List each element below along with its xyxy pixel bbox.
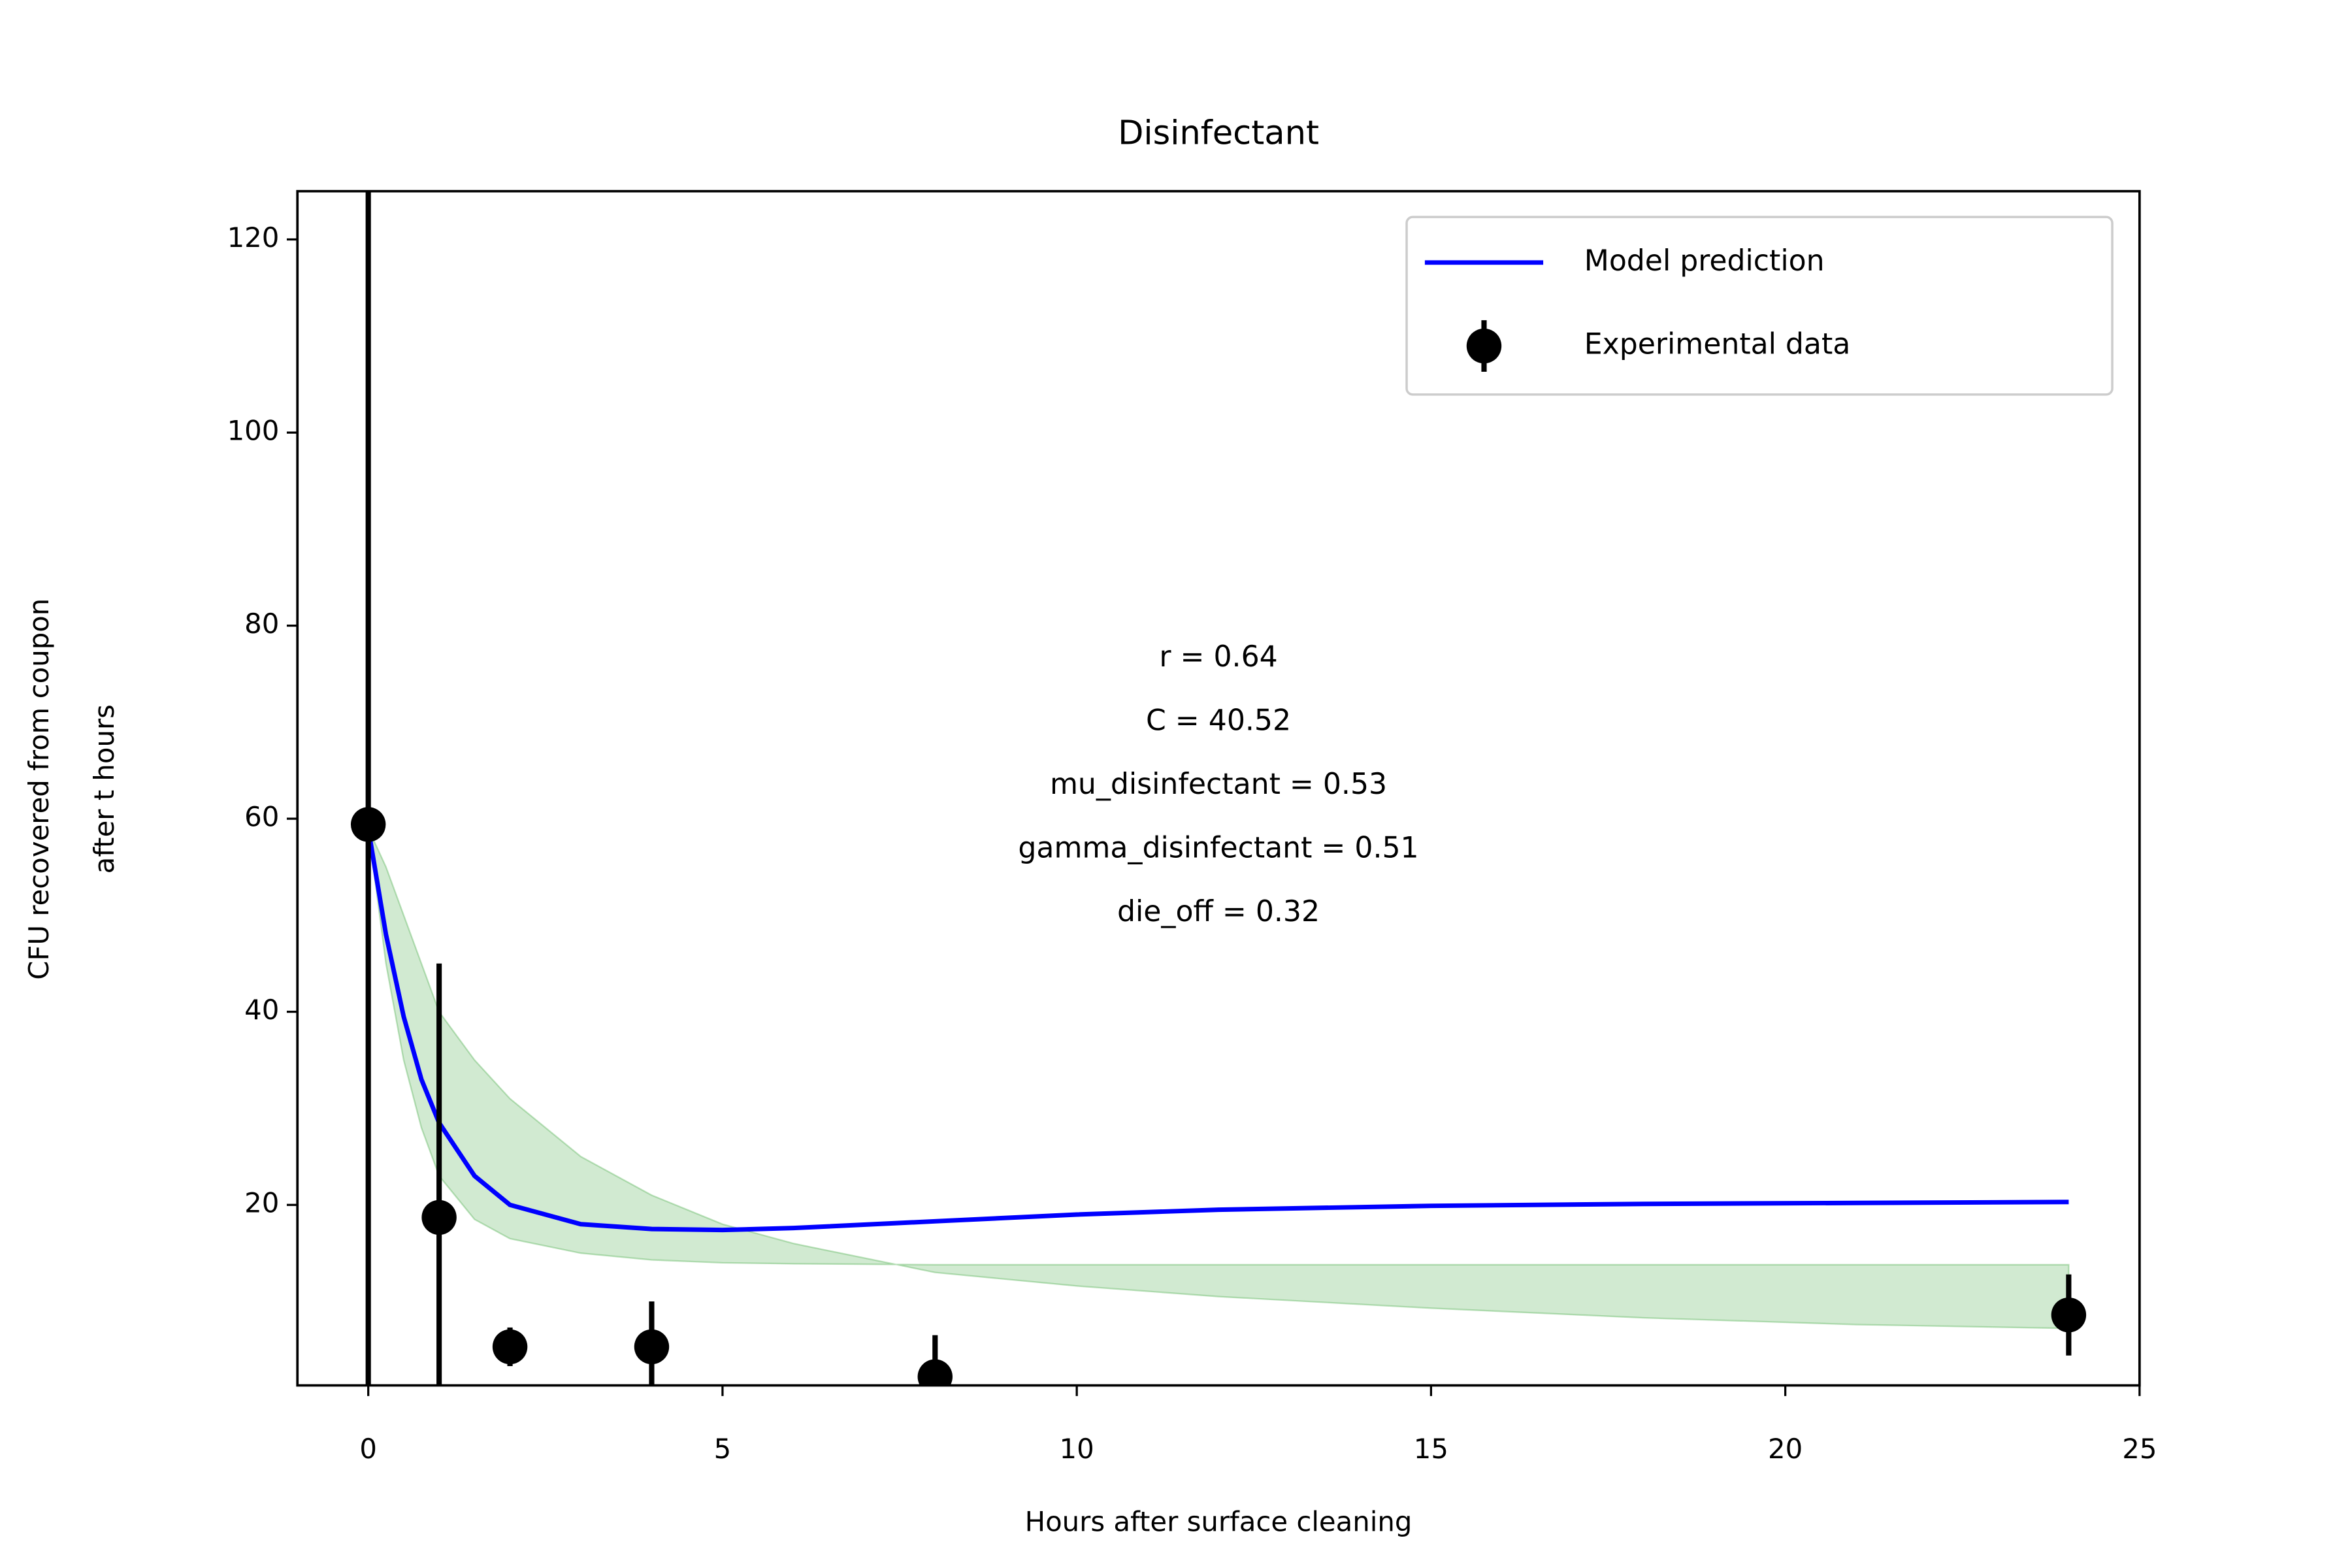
axes-frame: [296, 189, 2141, 1387]
x-axis-label: Hours after surface cleaning: [1025, 1505, 1413, 1537]
data-point: [421, 1200, 457, 1235]
x-tick-label: 20: [1768, 1433, 1803, 1465]
data-point: [350, 807, 386, 842]
y-tick-label: 100: [227, 415, 280, 447]
y-axis-label-line: after t hours: [88, 704, 120, 874]
legend-label: Model prediction: [1584, 244, 1825, 278]
data-point: [492, 1329, 528, 1365]
y-tick-label: 120: [227, 221, 280, 253]
x-tick-label: 25: [2122, 1433, 2157, 1465]
y-tick-label: 40: [244, 994, 279, 1026]
model-line: [366, 828, 2069, 1233]
y-axis-label: CFU recovered from coupon after t hours: [23, 598, 120, 980]
annotation: die_off = 0.32: [1117, 895, 1320, 928]
chart-title: Disinfectant: [1118, 114, 1319, 153]
data-point: [2051, 1297, 2087, 1333]
x-tick-label: 15: [1414, 1433, 1448, 1465]
annotation: mu_disinfectant = 0.53: [1050, 768, 1387, 801]
annotation: gamma_disinfectant = 0.51: [1018, 832, 1418, 865]
annotation: r = 0.64: [1159, 640, 1277, 674]
legend-box: [1405, 216, 2114, 396]
x-tick-label: 0: [359, 1433, 377, 1465]
data-point: [634, 1329, 670, 1365]
y-tick-label: 80: [244, 608, 279, 640]
x-tick-label: 5: [714, 1433, 732, 1465]
y-tick-label: 60: [244, 801, 279, 833]
plot-area: [350, 191, 2087, 1386]
annotation: C = 40.52: [1146, 704, 1291, 738]
data-point: [917, 1359, 953, 1386]
y-axis-label-line: CFU recovered from coupon: [23, 598, 55, 980]
legend-marker: [1466, 328, 1502, 364]
y-tick-label: 20: [244, 1187, 279, 1219]
legend-label: Experimental data: [1584, 328, 1851, 361]
x-tick-label: 10: [1060, 1433, 1094, 1465]
